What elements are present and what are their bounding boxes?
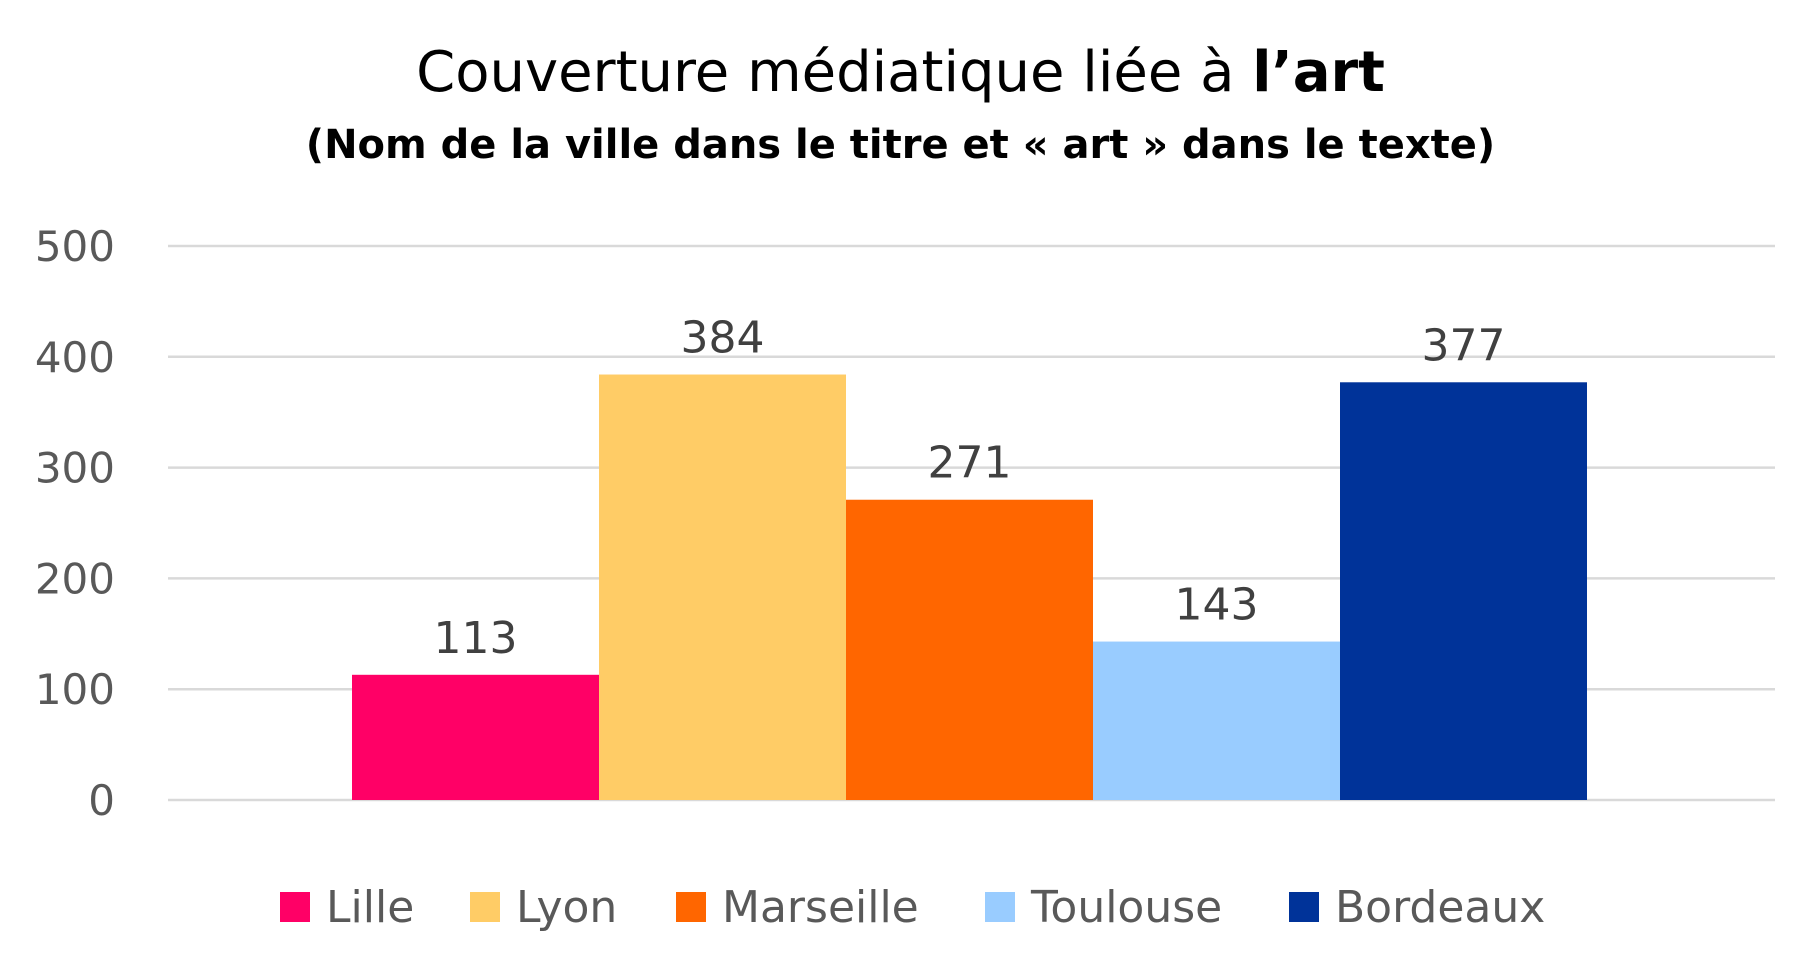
y-tick-label: 0 (88, 776, 115, 825)
legend-label: Marseille (722, 882, 919, 933)
legend-label: Bordeaux (1335, 882, 1545, 933)
bar-lille (352, 674, 599, 800)
legend-swatch (676, 892, 706, 922)
data-label: 384 (681, 313, 765, 364)
legend-label: Lille (326, 882, 414, 933)
bar-toulouse (1093, 641, 1340, 800)
bar-marseille (846, 499, 1093, 800)
legend-swatch (470, 892, 500, 922)
legend-label: Lyon (516, 882, 617, 933)
chart-title-emphasis: l’art (1252, 40, 1385, 105)
legend-swatch (985, 892, 1015, 922)
data-label: 271 (928, 438, 1012, 489)
y-tick-label: 500 (35, 222, 115, 271)
chart-title: Couverture médiatique liée à l’art (0, 40, 1801, 105)
legend-swatch (280, 892, 310, 922)
data-label: 113 (434, 613, 518, 664)
y-tick-label: 100 (35, 665, 115, 714)
bar-lyon (599, 374, 846, 800)
data-label: 143 (1175, 580, 1259, 631)
legend-swatch (1289, 892, 1319, 922)
chart-subtitle: (Nom de la ville dans le titre et « art … (305, 122, 1496, 168)
data-label: 377 (1422, 320, 1506, 371)
y-tick-label: 300 (35, 444, 115, 493)
legend-label: Toulouse (1030, 882, 1222, 933)
y-tick-label: 200 (35, 554, 115, 603)
chart-title-text: Couverture médiatique liée à (416, 40, 1253, 105)
y-tick-label: 400 (35, 333, 115, 382)
bar-bordeaux (1340, 382, 1587, 800)
